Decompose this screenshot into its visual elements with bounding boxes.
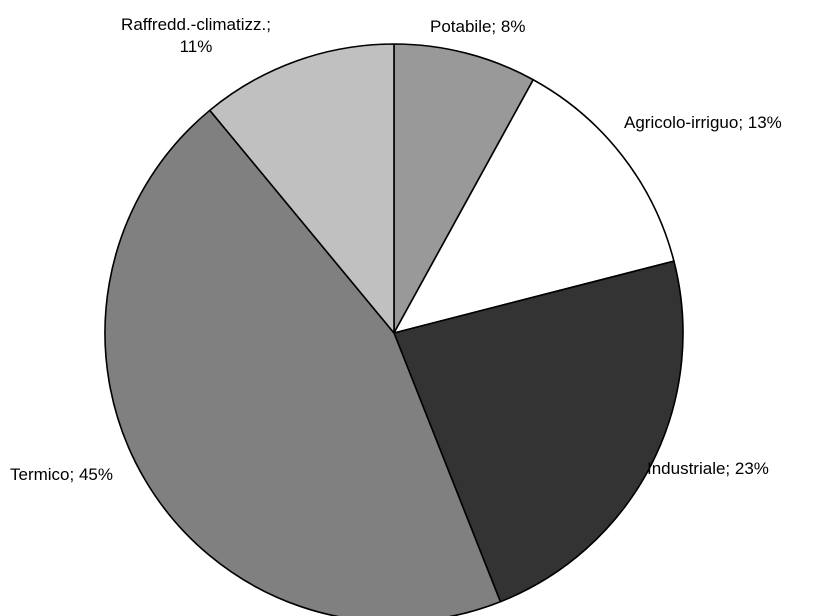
pie-label-line: Industriale; 23% (647, 459, 769, 478)
pie-slice-industriale (393, 260, 684, 603)
pie-label-agricolo-irriguo: Agricolo-irriguo; 13% (624, 113, 782, 132)
pie-label-line: Termico; 45% (10, 465, 113, 484)
pie-slices (104, 43, 684, 616)
pie-label-line: Agricolo-irriguo; 13% (624, 113, 782, 132)
pie-label-potabile: Potabile; 8% (430, 17, 525, 36)
pie-labels: Potabile; 8% Agricolo-irriguo; 13% Industr… (10, 15, 782, 484)
pie-slice-potabile (393, 43, 535, 334)
pie-slice-agricolo-irriguo (393, 78, 675, 334)
pie-slice-raffredd-climatizz (208, 43, 395, 334)
pie-label-line: Potabile; 8% (430, 17, 525, 36)
pie-slice-termico (104, 109, 502, 616)
pie-label-termico: Termico; 45% (10, 465, 113, 484)
pie-label-industriale: Industriale; 23% (647, 459, 769, 478)
pie-label-line: Raffredd.-climatizz.; (121, 15, 271, 34)
pie-label-raffredd-climatizz: Raffredd.-climatizz.; 11% (121, 15, 271, 56)
pie-label-line: 11% (180, 37, 213, 56)
